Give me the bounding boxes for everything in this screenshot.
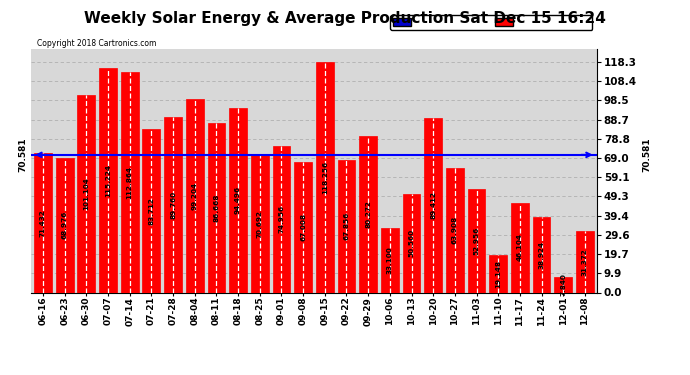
Text: 94.496: 94.496	[235, 186, 241, 214]
Text: 33.100: 33.100	[387, 246, 393, 274]
Bar	[99, 68, 117, 292]
Text: Copyright 2018 Cartronics.com: Copyright 2018 Cartronics.com	[37, 39, 156, 48]
Text: 50.560: 50.560	[408, 229, 415, 257]
Bar	[294, 162, 312, 292]
Bar	[359, 136, 377, 292]
Text: 101.104: 101.104	[83, 177, 89, 210]
Text: 67.856: 67.856	[344, 212, 349, 240]
Text: 31.372: 31.372	[582, 248, 588, 276]
Text: 89.412: 89.412	[430, 191, 436, 219]
Text: 68.976: 68.976	[61, 211, 68, 239]
Bar	[251, 154, 268, 292]
Bar	[468, 189, 486, 292]
Legend: Average  (kWh), Weekly  (kWh): Average (kWh), Weekly (kWh)	[391, 15, 592, 30]
Bar	[273, 146, 290, 292]
Text: 115.224: 115.224	[105, 164, 111, 196]
Bar	[424, 118, 442, 292]
Text: 118.256: 118.256	[322, 160, 328, 194]
Text: 19.148: 19.148	[495, 260, 501, 288]
Bar	[56, 158, 74, 292]
Text: 70.581: 70.581	[642, 138, 651, 172]
Text: 86.668: 86.668	[213, 194, 219, 222]
Bar	[511, 202, 529, 292]
Text: Weekly Solar Energy & Average Production Sat Dec 15 16:24: Weekly Solar Energy & Average Production…	[84, 11, 606, 26]
Bar	[34, 153, 52, 292]
Bar	[121, 72, 139, 292]
Text: 83.712: 83.712	[148, 197, 155, 225]
Text: 63.908: 63.908	[452, 216, 458, 244]
Text: 67.008: 67.008	[300, 213, 306, 241]
Bar	[229, 108, 247, 292]
Bar	[208, 123, 226, 292]
Bar	[576, 231, 594, 292]
Bar	[316, 62, 334, 292]
Bar	[489, 255, 507, 292]
Text: 74.956: 74.956	[279, 206, 284, 234]
Bar	[186, 99, 204, 292]
Bar	[337, 160, 355, 292]
Text: 80.272: 80.272	[365, 200, 371, 228]
Text: 7.840: 7.840	[560, 273, 566, 296]
Bar	[142, 129, 160, 292]
Text: 38.924: 38.924	[539, 240, 544, 268]
Text: 70.581: 70.581	[19, 138, 28, 172]
Bar	[402, 194, 420, 292]
Text: 112.864: 112.864	[127, 166, 132, 199]
Bar	[164, 117, 182, 292]
Text: 70.692: 70.692	[257, 210, 263, 238]
Text: 71.432: 71.432	[40, 209, 46, 237]
Bar	[554, 277, 572, 292]
Bar	[77, 95, 95, 292]
Bar	[381, 228, 399, 292]
Bar	[533, 217, 551, 292]
Bar	[446, 168, 464, 292]
Text: 99.204: 99.204	[192, 182, 198, 210]
Text: 89.760: 89.760	[170, 191, 176, 219]
Text: 46.104: 46.104	[517, 234, 523, 261]
Text: 52.956: 52.956	[473, 227, 480, 255]
